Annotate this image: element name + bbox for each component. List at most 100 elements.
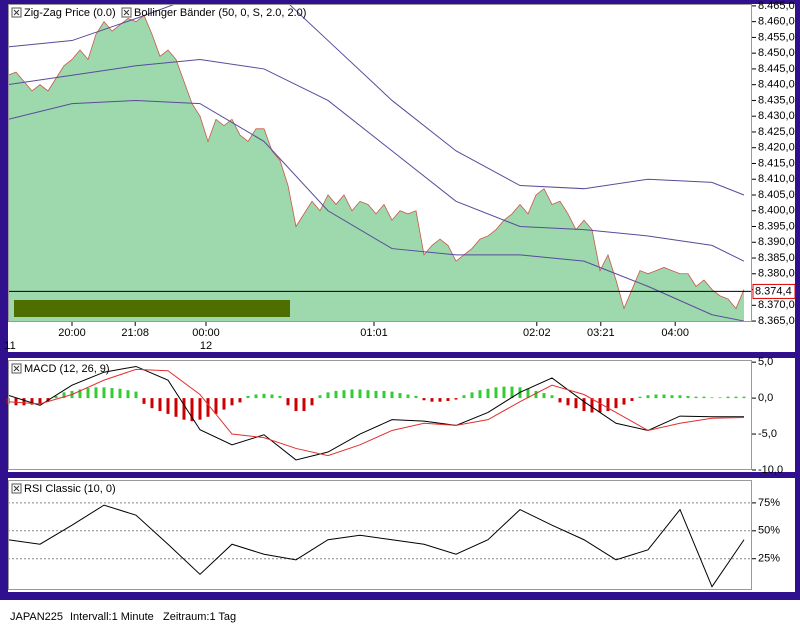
histogram-bar	[702, 396, 706, 399]
histogram-bar	[670, 395, 674, 399]
histogram-bar	[62, 392, 66, 399]
histogram-bar	[486, 388, 490, 399]
histogram-bar	[718, 397, 722, 399]
histogram-bar	[206, 398, 210, 417]
histogram-bar	[350, 389, 354, 399]
date-label: 12	[200, 340, 212, 352]
histogram-bar	[678, 395, 682, 399]
histogram-bar	[166, 398, 170, 414]
y-tick-label: 8.385,0	[758, 252, 795, 264]
y-tick-label: 5,0	[758, 356, 773, 368]
rsi-line	[8, 504, 745, 588]
macd-line	[8, 368, 745, 457]
histogram-bar	[254, 394, 258, 399]
histogram-bar	[550, 395, 554, 399]
y-tick-label: 0,0	[758, 392, 773, 404]
histogram-bar	[334, 390, 338, 399]
y-tick-label: 8.370,0	[758, 299, 795, 311]
y-tick-label: 8.405,0	[758, 189, 795, 201]
histogram-bar	[38, 398, 42, 404]
histogram-bar	[318, 395, 322, 399]
histogram-bar	[126, 390, 130, 399]
status-range: Zeitraum:1 Tag	[163, 611, 236, 623]
y-tick-label: 8.410,0	[758, 173, 795, 185]
status-bar	[0, 600, 800, 625]
last-price-box	[752, 283, 796, 299]
y-tick-label: 8.435,0	[758, 94, 795, 106]
histogram-bar	[214, 398, 218, 414]
histogram-bar	[622, 398, 626, 405]
last-price-label: 8.374,4	[755, 285, 792, 297]
histogram-bar	[22, 398, 26, 406]
histogram-bar	[294, 398, 298, 412]
volume-bar	[14, 300, 290, 317]
histogram-bar	[190, 398, 194, 422]
histogram-bar	[606, 398, 610, 412]
histogram-bar	[142, 398, 146, 404]
histogram-bar	[430, 398, 434, 402]
legend-check	[13, 485, 20, 492]
histogram-bar	[662, 394, 666, 399]
histogram-bar	[566, 398, 570, 406]
x-tick-label: 04:00	[661, 327, 689, 339]
histogram-bar	[406, 394, 410, 399]
y-tick-label: 8.395,0	[758, 220, 795, 232]
histogram-bar	[310, 398, 314, 406]
y-tick-label: 8.460,0	[758, 16, 795, 28]
y-tick-label: 8.400,0	[758, 205, 795, 217]
y-tick-label: 8.420,0	[758, 142, 795, 154]
histogram-bar	[78, 389, 82, 399]
histogram-bar	[286, 398, 290, 406]
histogram-bar	[358, 389, 362, 399]
y-tick-label: 8.445,0	[758, 63, 795, 75]
macd-line	[8, 365, 744, 461]
y-tick-label: 75%	[758, 497, 780, 509]
histogram-bar	[646, 395, 650, 399]
histogram-bar	[654, 394, 658, 399]
chart-layer: 8.465,0 8.460,0 8.455,0 8.450,0 8.445,0 8.440…	[4, 0, 796, 588]
histogram-bar	[398, 393, 402, 399]
histogram-bar	[262, 393, 266, 399]
rsi-panel	[8, 478, 795, 592]
x-tick-label: 20:00	[58, 327, 86, 339]
histogram-bar	[630, 398, 634, 401]
x-tick-label: 03:21	[587, 327, 615, 339]
histogram-bar	[590, 398, 594, 413]
histogram-bar	[390, 391, 394, 399]
histogram-bar	[366, 390, 370, 399]
histogram-bar	[102, 387, 106, 399]
histogram-bar	[558, 398, 562, 403]
histogram-bar	[270, 394, 274, 399]
price-area	[8, 15, 744, 322]
histogram-bar	[158, 398, 162, 412]
y-tick-label: 8.440,0	[758, 79, 795, 91]
y-tick-label: 8.390,0	[758, 236, 795, 248]
histogram-bar	[94, 387, 98, 399]
histogram-bar	[230, 398, 234, 406]
histogram-bar	[14, 398, 18, 406]
histogram-bar	[182, 398, 186, 420]
histogram-bar	[54, 395, 58, 399]
x-tick-label: 02:02	[523, 327, 551, 339]
histogram-bar	[382, 390, 386, 399]
histogram-bar	[110, 388, 114, 399]
legend-label: MACD (12, 26, 9)	[24, 363, 110, 375]
y-tick-label: -5,0	[758, 428, 777, 440]
histogram-bar	[326, 392, 330, 399]
histogram-bar	[238, 398, 242, 403]
legend-label: Bollinger Bänder (50, 0, S, 2.0, 2.0)	[134, 7, 306, 19]
y-tick-label: 50%	[758, 525, 780, 537]
histogram-bar	[686, 395, 690, 399]
histogram-bar	[582, 398, 586, 412]
histogram-bar	[478, 390, 482, 399]
histogram-bar	[86, 388, 90, 399]
date-label: 11	[4, 340, 15, 352]
histogram-bar	[574, 398, 578, 409]
rsi-frame	[8, 480, 752, 590]
y-tick-label: 25%	[758, 553, 780, 565]
legend-label: RSI Classic (10, 0)	[24, 483, 116, 495]
y-tick-label: 8.380,0	[758, 268, 795, 280]
histogram-bar	[422, 398, 426, 401]
histogram-bar	[446, 398, 450, 401]
